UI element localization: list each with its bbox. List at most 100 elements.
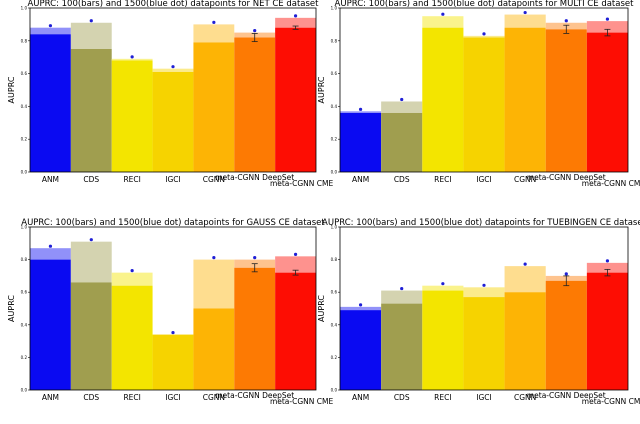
bar-1500-extent bbox=[340, 111, 382, 113]
dot-1500 bbox=[212, 20, 216, 24]
bar-100 bbox=[340, 310, 382, 390]
x-tick-label: meta-CGNN DeepSet bbox=[527, 391, 606, 400]
y-tick-label: 0.6 bbox=[331, 290, 338, 295]
y-tick-label: 0.0 bbox=[21, 388, 28, 393]
bar-1500-extent bbox=[586, 21, 628, 33]
bar-100 bbox=[275, 272, 316, 390]
y-tick-label: 0.2 bbox=[21, 355, 28, 360]
y-tick-label: 0.2 bbox=[331, 355, 338, 360]
x-tick-label: RECI bbox=[434, 175, 451, 184]
x-tick-label: meta-CGNN CME bbox=[270, 179, 334, 188]
y-tick-label: 1.0 bbox=[21, 225, 28, 230]
x-tick-label: ANM bbox=[352, 393, 369, 402]
bar-100 bbox=[70, 49, 112, 172]
bar-1500-extent bbox=[30, 248, 71, 260]
x-tick-label: RECI bbox=[123, 393, 140, 402]
bar-100 bbox=[152, 71, 194, 172]
y-axis-label: AUPRC bbox=[7, 295, 16, 322]
plot-frame bbox=[339, 7, 629, 173]
bar-100 bbox=[234, 37, 276, 172]
bar-100 bbox=[463, 297, 505, 390]
dot-1500 bbox=[130, 269, 134, 273]
x-tick-label: CGNN bbox=[203, 393, 225, 402]
dot-1500 bbox=[48, 24, 53, 28]
bar-1500-extent bbox=[111, 272, 153, 286]
x-tick-label: meta-CGNN DeepSet bbox=[215, 173, 294, 182]
bar-1500-extent bbox=[340, 306, 382, 311]
bar-100 bbox=[275, 27, 316, 173]
dot-1500 bbox=[564, 19, 568, 23]
y-axis-label: AUPRC bbox=[317, 76, 326, 103]
y-tick-label: 0.4 bbox=[21, 104, 28, 109]
bar-100 bbox=[30, 34, 71, 172]
bar-1500-extent bbox=[193, 259, 235, 309]
dot-1500 bbox=[48, 244, 53, 248]
bar-100 bbox=[504, 27, 546, 173]
y-tick-label: 0.8 bbox=[21, 257, 28, 262]
y-tick-label: 0.4 bbox=[331, 322, 338, 327]
x-tick-label: RECI bbox=[123, 175, 140, 184]
bar-100 bbox=[545, 29, 587, 172]
x-tick-label: meta-CGNN CME bbox=[270, 397, 334, 406]
bar-100 bbox=[70, 282, 112, 390]
x-tick-label: IGCI bbox=[476, 393, 491, 402]
x-tick-label: ANM bbox=[42, 393, 59, 402]
chart-panel-3: AUPRC: 100(bars) and 1500(blue dot) data… bbox=[7, 218, 333, 406]
dot-1500 bbox=[89, 19, 93, 23]
x-tick-label: IGCI bbox=[476, 175, 491, 184]
x-tick-label: CDS bbox=[83, 393, 99, 402]
bar-1500-extent bbox=[586, 262, 628, 273]
y-tick-label: 0.0 bbox=[331, 388, 338, 393]
x-tick-label: meta-CGNN CME bbox=[582, 397, 640, 406]
chart-title: AUPRC: 100(bars) and 1500(blue dot) data… bbox=[335, 0, 635, 9]
y-axis-label: AUPRC bbox=[7, 76, 16, 103]
y-tick-label: 0.0 bbox=[21, 170, 28, 175]
bar-100 bbox=[422, 27, 464, 173]
y-tick-label: 1.0 bbox=[331, 6, 338, 11]
y-tick-label: 0.6 bbox=[21, 290, 28, 295]
y-tick-label: 0.6 bbox=[331, 71, 338, 76]
chart-panel-4: AUPRC: 100(bars) and 1500(blue dot) data… bbox=[317, 218, 640, 406]
dot-1500 bbox=[564, 272, 568, 276]
y-tick-label: 0.4 bbox=[331, 104, 338, 109]
bar-100 bbox=[381, 303, 423, 390]
dot-1500 bbox=[441, 282, 445, 286]
bar-100 bbox=[586, 272, 628, 390]
x-tick-label: ANM bbox=[42, 175, 59, 184]
chart-panel-1: AUPRC: 100(bars) and 1500(blue dot) data… bbox=[7, 0, 333, 188]
bar-100 bbox=[340, 112, 382, 172]
dot-1500 bbox=[212, 256, 216, 260]
x-tick-label: meta-CGNN DeepSet bbox=[215, 391, 294, 400]
dot-1500 bbox=[253, 256, 257, 260]
bar-100 bbox=[381, 112, 423, 172]
dot-1500 bbox=[523, 10, 527, 15]
bar-1500-extent bbox=[275, 256, 316, 273]
bar-100 bbox=[193, 308, 235, 390]
chart-panel-2: AUPRC: 100(bars) and 1500(blue dot) data… bbox=[317, 0, 640, 188]
y-tick-label: 0.2 bbox=[21, 137, 28, 142]
y-tick-label: 1.0 bbox=[331, 225, 338, 230]
bar-100 bbox=[463, 37, 505, 172]
bar-1500-extent bbox=[381, 101, 423, 113]
y-tick-label: 1.0 bbox=[21, 6, 28, 11]
y-tick-label: 0.8 bbox=[21, 38, 28, 43]
chart-title: AUPRC: 100(bars) and 1500(blue dot) data… bbox=[27, 0, 319, 9]
x-tick-label: CGNN bbox=[514, 393, 536, 402]
bar-1500-extent bbox=[504, 266, 546, 293]
bar-1500-extent bbox=[111, 58, 153, 61]
chart-title: AUPRC: 100(bars) and 1500(blue dot) data… bbox=[322, 218, 640, 228]
dot-1500 bbox=[605, 259, 610, 263]
bar-100 bbox=[111, 285, 153, 390]
dot-1500 bbox=[441, 12, 445, 16]
bar-100 bbox=[30, 259, 71, 390]
x-tick-label: CDS bbox=[394, 393, 410, 402]
bar-1500-extent bbox=[152, 68, 194, 72]
y-tick-label: 0.8 bbox=[331, 257, 338, 262]
x-tick-label: IGCI bbox=[165, 393, 180, 402]
dot-1500 bbox=[293, 14, 298, 18]
plot-frame bbox=[29, 7, 317, 173]
bar-100 bbox=[586, 32, 628, 172]
y-tick-label: 0.6 bbox=[21, 71, 28, 76]
bar-1500-extent bbox=[30, 27, 71, 35]
dot-1500 bbox=[523, 262, 527, 266]
